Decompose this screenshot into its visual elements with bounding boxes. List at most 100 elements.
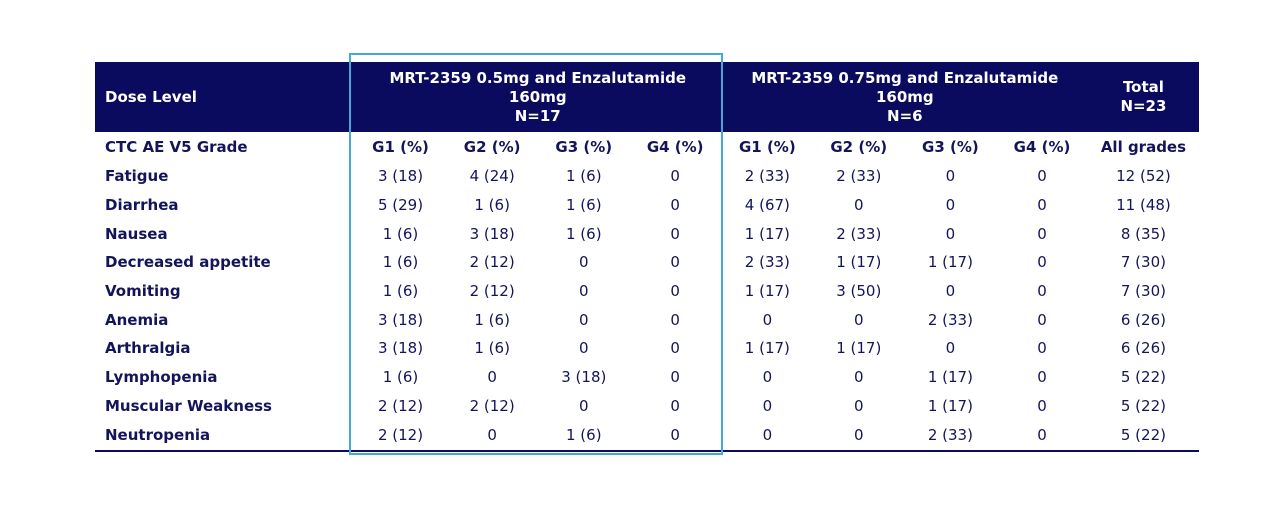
grade-g1-05mg: G1 (%) xyxy=(372,138,429,156)
ae-term: Fatigue xyxy=(105,167,169,186)
total-header: Total N=23 xyxy=(1087,62,1199,132)
g3-075mg-cell: 0 xyxy=(945,196,956,215)
g4-075mg-cell: 0 xyxy=(1037,167,1047,186)
g3-05mg-cell: 0 xyxy=(579,339,589,358)
total-title: Total xyxy=(1122,78,1164,96)
cohort-075mg-n: N=6 xyxy=(887,106,923,125)
grade-all: All grades xyxy=(1100,138,1187,156)
table-row: Vomiting 1 (6) 2 (12) 0 0 1 (17) 3 (50) 0 0 7 (30… xyxy=(95,276,1199,306)
g3-075mg-cell: 1 (17) xyxy=(927,396,973,415)
g2-05mg-cell: 2 (12) xyxy=(469,396,515,415)
table-row: Lymphopenia 1 (6) 0 3 (18) 0 0 0 1 (17) 0 5 (22) xyxy=(95,362,1199,392)
cohort-05mg-dose: 160mg xyxy=(508,87,567,106)
ae-term: Decreased appetite xyxy=(105,253,271,272)
table-row: Anemia 3 (18) 1 (6) 0 0 0 0 2 (33) 0 6 (26) xyxy=(95,305,1199,335)
cohort-05mg-title: MRT-2359 0.5mg and Enzalutamide xyxy=(389,68,686,87)
table-row: Muscular Weakness 2 (12) 2 (12) 0 0 0 0 1 (17) 0… xyxy=(95,391,1199,421)
g2-05mg-cell: 0 xyxy=(446,420,538,453)
g1-05mg-cell: 5 (29) xyxy=(377,196,424,215)
cohort-05mg-header: MRT-2359 0.5mg and Enzalutamide 160mg N=… xyxy=(354,62,722,132)
all-grades-cell: 7 (30) xyxy=(1120,282,1166,301)
all-grades-cell: 12 (52) xyxy=(1116,167,1171,186)
g2-075mg-cell: 2 (33) xyxy=(836,167,882,186)
g2-075mg-cell: 0 xyxy=(853,310,864,329)
g4-075mg-cell: 0 xyxy=(1037,253,1047,272)
total-n: N=23 xyxy=(1120,97,1167,115)
g3-05mg-cell: 1 (6) xyxy=(566,196,602,215)
g4-075mg-cell: 0 xyxy=(1037,196,1047,215)
cohort-075mg-header: MRT-2359 0.75mg and Enzalutamide 160mg N… xyxy=(720,62,1088,132)
g4-075mg-cell: 0 xyxy=(1037,282,1047,301)
grade-g2-05mg: G2 (%) xyxy=(463,138,521,156)
g4-05mg-cell: 0 xyxy=(670,167,680,186)
g4-075mg-cell: 0 xyxy=(1037,224,1047,243)
g2-075mg-cell: 1 (17) xyxy=(836,253,882,272)
cohort-075mg-dose: 160mg xyxy=(875,87,934,106)
ae-term: Anemia xyxy=(105,310,169,329)
g3-075mg-cell: 2 (33) xyxy=(904,420,997,453)
table-row: Neutropenia 2 (12) 0 1 (6) 0 0 0 2 (33) 0 5 (22) xyxy=(95,420,1199,453)
grade-g4-075mg: G4 (%) xyxy=(1013,138,1071,156)
g1-05mg-cell: 2 (12) xyxy=(377,396,424,415)
g4-05mg-cell: 0 xyxy=(670,339,680,358)
g1-05mg-cell: 3 (18) xyxy=(377,339,424,358)
g3-05mg-cell: 0 xyxy=(579,282,589,301)
g1-075mg-cell: 0 xyxy=(720,391,813,421)
g2-075mg-cell: 3 (50) xyxy=(836,282,882,301)
g1-05mg-cell: 1 (6) xyxy=(382,224,419,243)
g4-05mg-cell: 0 xyxy=(670,196,680,215)
ae-term: Vomiting xyxy=(105,282,181,301)
table-row: Diarrhea 5 (29) 1 (6) 1 (6) 0 4 (67) 0 0 0 11 (48… xyxy=(95,190,1199,220)
g3-075mg-cell: 1 (17) xyxy=(927,253,973,272)
cohort-05mg-n: N=17 xyxy=(514,106,561,125)
g1-075mg-cell: 2 (33) xyxy=(720,248,813,277)
g3-075mg-cell: 0 xyxy=(945,339,956,358)
all-grades-cell: 5 (22) xyxy=(1087,420,1199,453)
table-row: Fatigue 3 (18) 4 (24) 1 (6) 0 2 (33) 2 (33) 0 0 1… xyxy=(95,162,1199,191)
g2-075mg-cell: 2 (33) xyxy=(836,224,882,243)
grade-g3-075mg: G3 (%) xyxy=(922,138,979,156)
g2-05mg-cell: 1 (6) xyxy=(474,339,510,358)
g1-05mg-cell: 2 (12) xyxy=(354,420,447,453)
g3-05mg-cell: 0 xyxy=(579,396,589,415)
g2-05mg-cell: 4 (24) xyxy=(469,167,515,186)
g3-05mg-cell: 1 (6) xyxy=(566,167,602,186)
g2-05mg-cell: 2 (12) xyxy=(469,253,515,272)
g3-05mg-cell: 1 (6) xyxy=(537,420,630,453)
g1-05mg-cell: 3 (18) xyxy=(377,310,424,329)
g1-075mg-cell: 1 (17) xyxy=(720,276,813,306)
g4-075mg-cell: 0 xyxy=(996,420,1088,453)
g4-075mg-cell: 0 xyxy=(1037,310,1047,329)
g3-075mg-cell: 1 (17) xyxy=(927,368,973,387)
table-row: Arthralgia 3 (18) 1 (6) 0 0 1 (17) 1 (17) 0 0 6 (… xyxy=(95,334,1199,363)
g1-075mg-cell: 0 xyxy=(720,305,813,335)
g1-075mg-cell: 0 xyxy=(720,362,813,392)
g1-075mg-cell: 1 (17) xyxy=(720,334,813,363)
ae-term: Diarrhea xyxy=(105,196,179,215)
g4-05mg-cell: 0 xyxy=(670,310,680,329)
g2-05mg-cell: 3 (18) xyxy=(469,224,515,243)
g4-05mg-cell: 0 xyxy=(670,253,680,272)
g2-05mg-cell: 1 (6) xyxy=(474,310,510,329)
g4-05mg-cell: 0 xyxy=(670,396,680,415)
all-grades-cell: 8 (35) xyxy=(1120,224,1166,243)
all-grades-cell: 6 (26) xyxy=(1120,310,1166,329)
g2-05mg-cell: 2 (12) xyxy=(469,282,515,301)
grade-g2-075mg: G2 (%) xyxy=(830,138,888,156)
g1-05mg-cell: 1 (6) xyxy=(382,368,419,387)
ae-term: Muscular Weakness xyxy=(105,396,272,415)
ae-term: Neutropenia xyxy=(95,420,355,453)
g4-05mg-cell: 0 xyxy=(629,420,722,453)
g2-075mg-cell: 0 xyxy=(812,420,905,453)
adverse-events-table: Dose Level MRT-2359 0.5mg and Enzalutami… xyxy=(95,62,1199,453)
g4-05mg-cell: 0 xyxy=(670,368,680,387)
g4-05mg-cell: 0 xyxy=(670,282,680,301)
all-grades-cell: 6 (26) xyxy=(1120,339,1166,358)
g3-05mg-cell: 0 xyxy=(579,310,589,329)
g3-05mg-cell: 0 xyxy=(579,253,589,272)
ae-term: Arthralgia xyxy=(105,339,191,358)
ae-term: Nausea xyxy=(105,224,168,243)
g4-075mg-cell: 0 xyxy=(1037,396,1047,415)
g2-075mg-cell: 0 xyxy=(853,396,864,415)
g4-075mg-cell: 0 xyxy=(1037,368,1047,387)
